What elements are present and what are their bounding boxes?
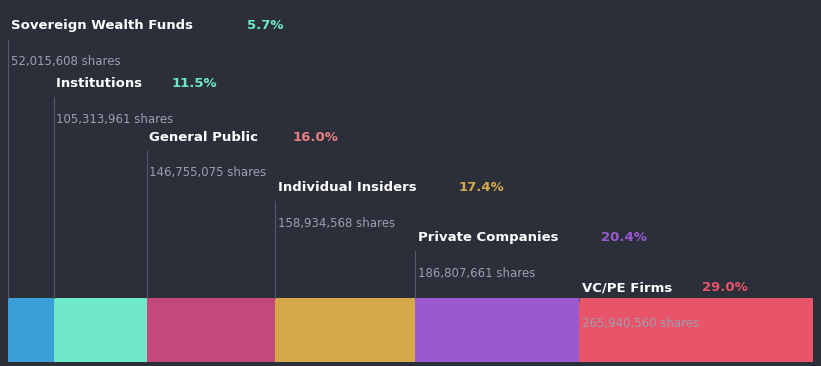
Bar [147, 298, 275, 362]
Text: Individual Insiders: Individual Insiders [277, 181, 421, 194]
Text: Sovereign Wealth Funds: Sovereign Wealth Funds [11, 19, 197, 32]
Text: 5.7%: 5.7% [246, 19, 283, 32]
Text: 29.0%: 29.0% [702, 281, 748, 294]
Text: Private Companies: Private Companies [418, 231, 563, 244]
Text: 146,755,075 shares: 146,755,075 shares [149, 167, 266, 179]
Text: 52,015,608 shares: 52,015,608 shares [11, 55, 120, 68]
Text: General Public: General Public [149, 131, 263, 143]
Text: 158,934,568 shares: 158,934,568 shares [277, 217, 395, 229]
Bar [275, 298, 415, 362]
Text: 20.4%: 20.4% [601, 231, 647, 244]
Text: 16.0%: 16.0% [293, 131, 338, 143]
Text: Institutions: Institutions [57, 77, 147, 90]
Text: 105,313,961 shares: 105,313,961 shares [57, 113, 174, 126]
Bar [54, 298, 147, 362]
Text: 265,940,560 shares: 265,940,560 shares [582, 317, 699, 330]
Text: 11.5%: 11.5% [172, 77, 217, 90]
Bar [415, 298, 580, 362]
Text: VC/PE Firms: VC/PE Firms [582, 281, 677, 294]
Bar [580, 298, 813, 362]
Text: 186,807,661 shares: 186,807,661 shares [418, 267, 535, 280]
Text: 17.4%: 17.4% [459, 181, 505, 194]
Bar [8, 298, 54, 362]
